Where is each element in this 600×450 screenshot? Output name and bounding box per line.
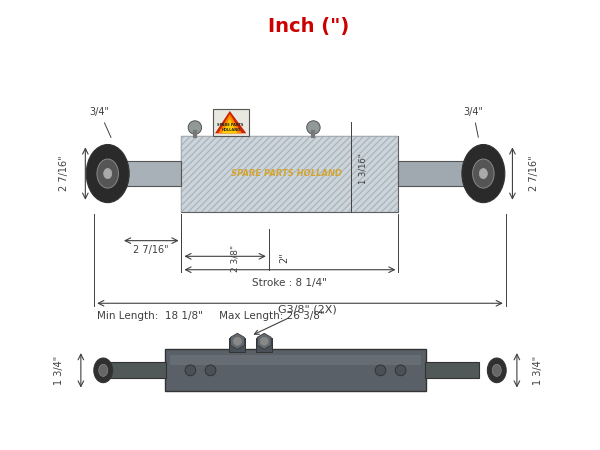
Circle shape — [395, 365, 406, 376]
Ellipse shape — [462, 144, 505, 203]
Text: 2": 2" — [280, 252, 289, 263]
FancyBboxPatch shape — [107, 362, 166, 378]
Text: SPARE PARTS HOLLAND: SPARE PARTS HOLLAND — [231, 169, 342, 178]
FancyBboxPatch shape — [256, 338, 272, 352]
Text: 2 7/16": 2 7/16" — [59, 156, 69, 191]
Text: 2 7/16": 2 7/16" — [529, 156, 539, 191]
Circle shape — [205, 365, 216, 376]
Polygon shape — [230, 333, 244, 349]
FancyBboxPatch shape — [229, 338, 245, 352]
Text: Stroke : 8 1/4": Stroke : 8 1/4" — [253, 278, 328, 288]
Text: 2 7/16": 2 7/16" — [133, 246, 169, 256]
Ellipse shape — [97, 159, 118, 188]
Circle shape — [233, 337, 241, 345]
FancyBboxPatch shape — [425, 362, 479, 378]
Ellipse shape — [487, 358, 506, 382]
FancyBboxPatch shape — [181, 135, 398, 212]
Circle shape — [375, 365, 386, 376]
Ellipse shape — [99, 364, 107, 376]
Ellipse shape — [479, 168, 487, 179]
Ellipse shape — [473, 159, 494, 188]
Circle shape — [188, 121, 202, 134]
Text: 1 3/4": 1 3/4" — [55, 356, 64, 385]
Text: 2 3/8": 2 3/8" — [230, 245, 239, 272]
Polygon shape — [257, 333, 271, 349]
Ellipse shape — [104, 168, 112, 179]
Circle shape — [185, 365, 196, 376]
FancyBboxPatch shape — [398, 161, 466, 186]
Ellipse shape — [86, 144, 129, 203]
Text: 1 3/16": 1 3/16" — [358, 154, 367, 184]
Polygon shape — [222, 118, 238, 133]
Text: G3/8" (2X): G3/8" (2X) — [254, 304, 337, 334]
Ellipse shape — [94, 358, 113, 382]
Polygon shape — [215, 111, 247, 133]
Text: 1 3/4": 1 3/4" — [533, 356, 544, 385]
Circle shape — [260, 337, 268, 345]
Polygon shape — [218, 114, 242, 133]
Circle shape — [307, 121, 320, 134]
FancyBboxPatch shape — [165, 349, 426, 392]
Text: Min Length:  18 1/8"     Max Length: 26 3/8": Min Length: 18 1/8" Max Length: 26 3/8" — [97, 311, 325, 321]
Ellipse shape — [493, 364, 501, 376]
FancyBboxPatch shape — [121, 161, 181, 186]
Text: SPARE PARTS
HOLLAND: SPARE PARTS HOLLAND — [217, 123, 244, 132]
Text: Inch ("): Inch (") — [268, 17, 350, 36]
Text: 3/4": 3/4" — [90, 108, 111, 138]
FancyBboxPatch shape — [213, 109, 248, 135]
Text: 3/4": 3/4" — [463, 108, 483, 137]
